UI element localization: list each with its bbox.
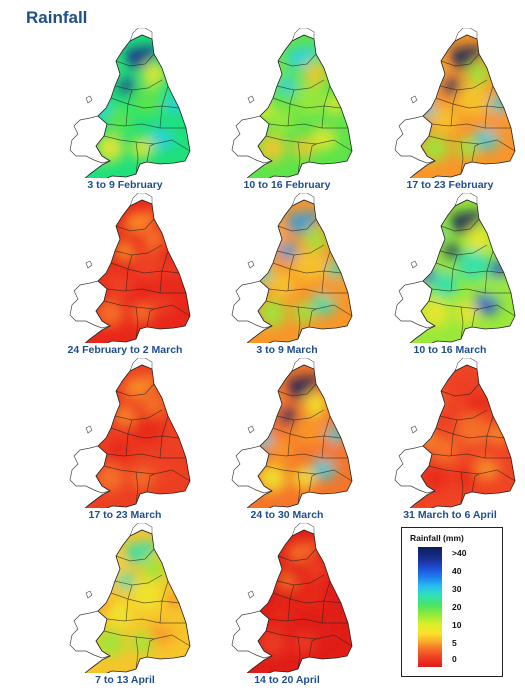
england-wales-map: [394, 193, 516, 343]
panel-date-label: 31 March to 6 April: [403, 509, 497, 521]
england-outline: [409, 34, 516, 178]
rainfall-map-panel: 10 to 16 March: [375, 193, 525, 356]
england-wales-map: [231, 358, 353, 508]
rainfall-map-panel: 3 to 9 February: [50, 28, 200, 191]
legend-title: Rainfall (mm): [410, 533, 464, 543]
england-outline: [84, 199, 191, 343]
panel-date-label: 14 to 20 April: [254, 674, 320, 686]
legend-tick: 30: [452, 584, 462, 594]
legend-tick: 0: [452, 654, 457, 664]
england-outline: [409, 364, 516, 508]
england-outline: [246, 529, 353, 673]
england-outline: [84, 34, 191, 178]
panel-date-label: 10 to 16 March: [413, 344, 487, 356]
panel-date-label: 10 to 16 February: [243, 179, 331, 191]
panel-date-label: 7 to 13 April: [95, 674, 155, 686]
panel-date-label: 3 to 9 March: [256, 344, 318, 356]
panel-date-label: 24 February to 2 March: [67, 344, 183, 356]
legend-tick: 10: [452, 620, 462, 630]
panel-date-label: 24 to 30 March: [250, 509, 324, 521]
rainfall-map-panel: 31 March to 6 April: [375, 358, 525, 521]
england-outline: [246, 199, 353, 343]
page-title: Rainfall: [26, 8, 88, 27]
england-wales-map: [394, 358, 516, 508]
england-wales-map: [231, 28, 353, 178]
england-wales-map: [69, 193, 191, 343]
panel-date-label: 17 to 23 March: [88, 509, 162, 521]
legend-tick: 40: [452, 566, 462, 576]
rainfall-legend: Rainfall (mm) >40 40 30 20 10 5 0: [401, 527, 503, 677]
rainfall-map-panel: 17 to 23 February: [375, 28, 525, 191]
legend-tick: 5: [452, 638, 457, 648]
england-outline: [409, 199, 516, 343]
rainfall-map-panel: 24 to 30 March: [212, 358, 362, 521]
england-wales-map: [69, 28, 191, 178]
rainfall-map-panel: 10 to 16 February: [212, 28, 362, 191]
rainfall-map-panel: 7 to 13 April: [50, 523, 200, 686]
england-wales-map: [69, 358, 191, 508]
england-wales-map: [394, 28, 516, 178]
england-outline: [246, 34, 353, 178]
rainfall-map-panel: 3 to 9 March: [212, 193, 362, 356]
england-wales-map: [231, 523, 353, 673]
rainfall-map-panel: 17 to 23 March: [50, 358, 200, 521]
england-outline: [84, 529, 191, 673]
rainfall-map-panel: 14 to 20 April: [212, 523, 362, 686]
england-outline: [84, 364, 191, 508]
england-wales-map: [69, 523, 191, 673]
legend-tick: 20: [452, 602, 462, 612]
rainfall-map-panel: 24 February to 2 March: [50, 193, 200, 356]
england-outline: [246, 364, 353, 508]
legend-colour-bar: [418, 547, 442, 667]
panel-date-label: 17 to 23 February: [406, 179, 494, 191]
england-wales-map: [231, 193, 353, 343]
panel-date-label: 3 to 9 February: [87, 179, 163, 191]
legend-tick: >40: [452, 548, 467, 558]
